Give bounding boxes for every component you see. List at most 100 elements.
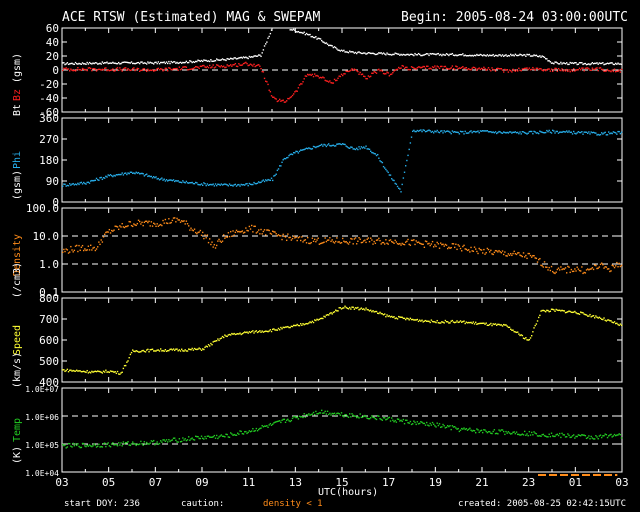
data-point [476, 323, 478, 326]
data-point [484, 323, 486, 325]
data-point [148, 62, 150, 64]
data-point [340, 308, 343, 310]
data-point [211, 66, 213, 68]
data-point [464, 248, 466, 250]
data-point [253, 55, 255, 57]
data-point [307, 73, 309, 76]
data-point [272, 328, 274, 331]
data-point [555, 67, 557, 70]
data-point [356, 69, 358, 72]
data-point [504, 433, 506, 436]
data-point [538, 68, 540, 71]
data-point [161, 224, 163, 227]
data-point [317, 37, 319, 40]
data-point [611, 321, 613, 323]
data-point [161, 61, 163, 64]
data-point [352, 148, 354, 150]
data-point [119, 173, 121, 176]
data-point [368, 310, 371, 312]
data-point [337, 241, 339, 243]
data-point [323, 241, 325, 243]
data-point [394, 69, 396, 71]
data-point [422, 422, 424, 425]
data-point [512, 54, 514, 56]
data-point [132, 67, 134, 70]
data-point [324, 316, 326, 318]
data-point [245, 183, 247, 185]
data-point [595, 435, 597, 437]
data-point [199, 184, 202, 186]
data-point [525, 132, 527, 134]
data-point [328, 143, 330, 145]
data-point [610, 433, 612, 436]
data-point [289, 153, 291, 156]
data-point [433, 53, 435, 55]
data-point [409, 244, 412, 246]
data-point [385, 419, 387, 421]
data-point [339, 307, 342, 309]
data-point [183, 181, 185, 183]
data-point [521, 68, 524, 70]
data-point [154, 443, 156, 446]
data-point [140, 223, 142, 225]
data-point [367, 237, 370, 239]
data-point [444, 243, 447, 246]
data-point [484, 130, 486, 132]
data-point [79, 446, 81, 449]
data-point [577, 312, 580, 315]
data-point [247, 230, 249, 232]
data-point [255, 232, 258, 234]
data-point [487, 431, 490, 433]
data-point [449, 53, 451, 56]
data-point [246, 182, 248, 185]
data-point [511, 54, 513, 57]
data-point [346, 242, 349, 244]
data-point [99, 243, 101, 246]
data-point [610, 132, 612, 134]
data-point [111, 443, 113, 445]
data-point [584, 313, 587, 316]
data-point [92, 247, 94, 249]
data-point [514, 53, 517, 55]
data-point [288, 420, 290, 422]
data-point [497, 55, 499, 57]
data-point [221, 335, 224, 338]
data-point [378, 237, 380, 240]
data-point [366, 308, 368, 311]
data-point [102, 177, 105, 179]
data-point [400, 191, 402, 193]
data-point [576, 63, 578, 66]
data-point [582, 312, 584, 314]
data-point [617, 323, 619, 326]
data-point [485, 322, 487, 324]
data-point [549, 310, 552, 312]
data-point [380, 69, 382, 71]
data-point [378, 52, 380, 54]
data-point [340, 143, 343, 146]
data-point [84, 248, 86, 250]
data-point [69, 63, 71, 65]
data-point [563, 268, 566, 270]
data-point [220, 65, 223, 67]
data-point [115, 225, 118, 228]
data-point [471, 430, 473, 432]
data-point [238, 433, 240, 435]
data-point [322, 145, 324, 147]
data-point [211, 184, 213, 186]
data-point [511, 432, 513, 435]
data-point [398, 53, 400, 55]
data-point [458, 321, 461, 323]
data-point [322, 76, 324, 78]
data-point [176, 217, 178, 220]
data-point [392, 179, 394, 181]
data-point [140, 69, 142, 72]
data-point [112, 175, 114, 178]
data-point [311, 413, 314, 415]
data-point [452, 321, 455, 323]
data-point [69, 251, 71, 253]
data-point [567, 70, 569, 73]
data-point [293, 235, 295, 237]
data-point [93, 246, 95, 249]
data-point [147, 175, 149, 178]
data-point [330, 414, 332, 416]
